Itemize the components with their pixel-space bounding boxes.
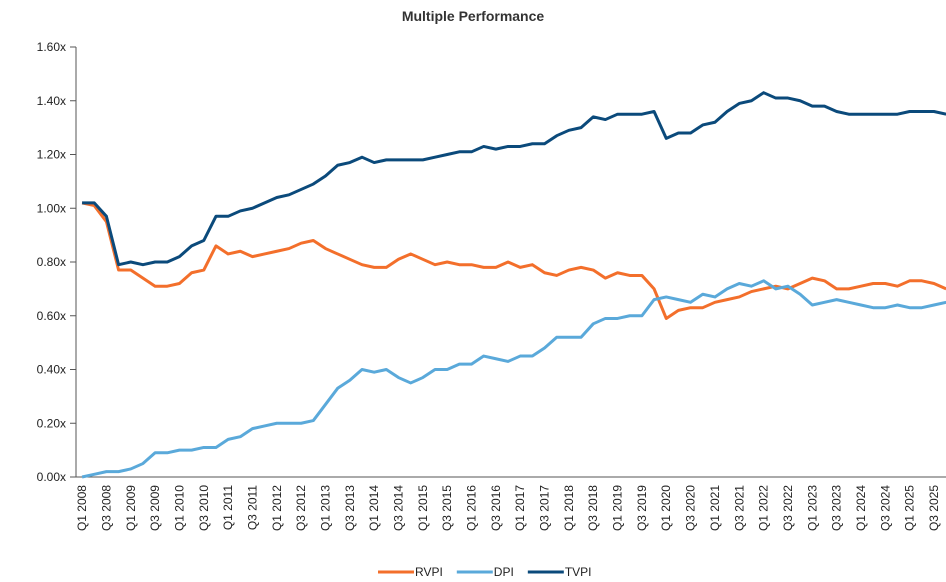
x-tick-label: Q1 2008 xyxy=(75,485,89,531)
x-tick-label: Q1 2011 xyxy=(221,485,235,530)
y-tick-label: 1.60x xyxy=(37,40,66,54)
x-tick-label: Q3 2014 xyxy=(392,485,406,531)
y-tick-label: 0.20x xyxy=(37,416,66,430)
x-tick-label: Q1 2023 xyxy=(805,485,819,531)
y-tick-label: 0.00x xyxy=(37,470,66,484)
x-tick-label: Q3 2010 xyxy=(197,485,211,531)
x-tick-label: Q3 2024 xyxy=(878,485,892,531)
x-tick-label: Q3 2025 xyxy=(927,485,941,531)
x-tick-label: Q3 2023 xyxy=(830,485,844,531)
x-tick-label: Q3 2008 xyxy=(99,485,113,531)
x-tick-label: Q1 2022 xyxy=(757,485,771,531)
x-tick-label: Q1 2016 xyxy=(465,485,479,531)
series-line xyxy=(82,91,946,267)
x-tick-label: Q3 2018 xyxy=(586,485,600,531)
legend-label: RVPI xyxy=(415,565,443,579)
x-tick-label: Q1 2018 xyxy=(562,485,576,531)
x-tick-label: Q3 2009 xyxy=(148,485,162,531)
x-tick-label: Q1 2025 xyxy=(903,485,917,531)
y-tick-label: 0.80x xyxy=(37,255,66,269)
series-line xyxy=(81,279,946,479)
y-tick-label: 1.40x xyxy=(37,94,66,108)
x-tick-label: Q3 2019 xyxy=(635,485,649,531)
y-tick-label: 1.00x xyxy=(37,201,66,215)
legend-label: DPI xyxy=(494,565,514,579)
x-tick-label: Q3 2017 xyxy=(538,485,552,531)
x-tick-label: Q1 2021 xyxy=(708,485,722,531)
y-tick-label: 0.60x xyxy=(37,309,66,323)
series-line xyxy=(81,201,946,320)
x-tick-label: Q1 2019 xyxy=(611,485,625,531)
x-tick-label: Q3 2022 xyxy=(781,485,795,531)
x-tick-label: Q1 2024 xyxy=(854,485,868,531)
x-tick-label: Q1 2014 xyxy=(367,485,381,531)
y-tick-label: 0.40x xyxy=(37,363,66,377)
y-tick-label: 1.20x xyxy=(37,148,66,162)
chart-title: Multiple Performance xyxy=(402,8,545,24)
x-tick-label: Q3 2011 xyxy=(245,485,259,530)
x-tick-label: Q3 2020 xyxy=(684,485,698,531)
x-tick-label: Q1 2020 xyxy=(659,485,673,531)
x-tick-label: Q1 2015 xyxy=(416,485,430,531)
x-tick-label: Q1 2012 xyxy=(270,485,284,531)
x-tick-label: Q3 2013 xyxy=(343,485,357,531)
legend-label: TVPI xyxy=(565,565,592,579)
x-tick-label: Q3 2012 xyxy=(294,485,308,531)
x-tick-label: Q3 2021 xyxy=(732,485,746,531)
x-tick-label: Q3 2015 xyxy=(440,485,454,531)
x-tick-label: Q1 2017 xyxy=(513,485,527,531)
x-tick-label: Q1 2009 xyxy=(124,485,138,531)
x-tick-label: Q1 2013 xyxy=(318,485,332,531)
x-tick-label: Q3 2016 xyxy=(489,485,503,531)
x-tick-label: Q1 2010 xyxy=(172,485,186,531)
